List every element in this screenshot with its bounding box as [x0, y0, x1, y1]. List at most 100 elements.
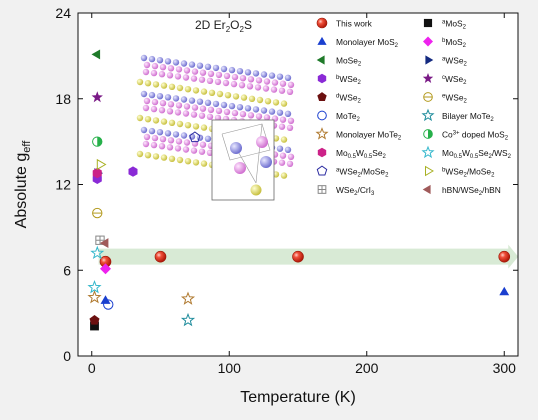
legend-item-mose2: MoSe2 [316, 55, 362, 68]
legend-marker-mos2a [423, 18, 433, 28]
legend-marker-co_mos2 [423, 129, 433, 139]
legend-item-mos2b: bMoS2 [423, 36, 467, 49]
legend-item-wse2d: dWSe2 [317, 92, 362, 105]
series-mono_mos2 [100, 286, 510, 304]
legend-marker-this [316, 17, 328, 29]
series-wse2c [91, 91, 103, 103]
legend-item-this: This work [316, 17, 373, 29]
legend-marker-wse2_cri3 [317, 185, 327, 194]
legend-marker-wse2d [317, 92, 327, 101]
legend-label-wse2d: dWSe2 [336, 93, 362, 105]
legend-marker-mono_mote2 [315, 127, 329, 140]
inset-label: 2D Er2O2S [195, 18, 252, 34]
legend-item-wse2c: cWSe2 [422, 73, 467, 86]
series-hbn [99, 238, 109, 248]
plot-area [78, 13, 518, 356]
point-mono_mote2-1 [180, 291, 196, 305]
legend-marker-wse2e [423, 92, 433, 102]
y-tick-label-12: 12 [55, 177, 71, 193]
legend-label-wse2a: aWSe2 [442, 56, 468, 68]
point-wse2c-0 [91, 91, 103, 103]
point-bilayer_mote2-0 [180, 312, 196, 327]
legend-label-wse2_cri3: WSe2/CrI3 [336, 185, 375, 197]
legend-marker-mow_se [317, 147, 327, 158]
legend-marker-wse2b [317, 73, 327, 84]
x-tick-label-100: 100 [218, 360, 242, 376]
legend-label-co_mos2: Co3+ doped MoS2 [442, 130, 509, 142]
legend-marker-mow_het [421, 145, 435, 159]
legend-label-mono_mote2: Monolayer MoTe2 [336, 130, 402, 142]
legend-item-wse2_mose2_b: bWSe2/MoSe2 [425, 165, 495, 179]
legend-marker-mos2b [423, 36, 433, 47]
point-mono_mote2-0 [87, 289, 102, 304]
point-mow_het-0 [87, 279, 102, 294]
legend-label-mow_het: Mo0.5W0.5Se2/WS2 [442, 148, 512, 160]
legend-marker-wse2_mose2_a [316, 165, 328, 176]
legend-label-mono_mos2: Monolayer MoS2 [336, 37, 399, 49]
y-tick-label-24: 24 [55, 5, 71, 21]
legend-label-bilayer_mote2: Bilayer MoTe2 [442, 111, 494, 123]
legend-label-mos2a: aMoS2 [442, 19, 467, 31]
point-wse2_mose2_b-0 [96, 158, 107, 171]
legend-label-this: This work [336, 19, 373, 29]
point-mose2-0 [91, 49, 101, 60]
point-mono_mos2-1 [499, 286, 510, 296]
legend-item-mote2: MoTe2 [317, 110, 360, 123]
series-this [99, 250, 511, 268]
x-tick-label-0: 0 [88, 360, 96, 376]
series-wse2e [92, 207, 103, 219]
legend-item-bilayer_mote2: Bilayer MoTe2 [421, 108, 494, 123]
point-mow_se-0 [92, 167, 102, 179]
crystal-structure-inset: 2D Er2O2S [136, 18, 295, 201]
point-this-1 [154, 250, 167, 263]
legend-label-mos2b: bMoS2 [442, 37, 467, 49]
point-wse2d-0 [89, 315, 100, 325]
point-mos2a-0 [90, 321, 99, 331]
series-mose2 [91, 49, 101, 60]
point-mote2-0 [103, 299, 114, 310]
legend-item-mow_se: Mo0.5W0.5Se2 [317, 147, 386, 160]
legend-item-co_mos2: Co3+ doped MoS2 [423, 129, 509, 142]
x-tick-label-200: 200 [355, 360, 379, 376]
legend-label-hbn: hBN/WSe2/hBN [442, 185, 501, 197]
series-bilayer_mote2 [180, 312, 196, 327]
series-mos2b [100, 263, 111, 275]
legend-label-mow_se: Mo0.5W0.5Se2 [336, 148, 386, 160]
series-mono_mote2 [87, 289, 196, 305]
series-mos2a [90, 321, 99, 331]
point-co_mos2-0 [92, 136, 103, 147]
legend-item-hbn: hBN/WSe2/hBN [422, 184, 501, 197]
legend-item-wse2e: eWSe2 [423, 92, 468, 105]
legend-item-wse2_mose2_a: aWSe2/MoSe2 [316, 165, 389, 179]
legend-label-wse2_mose2_a: aWSe2/MoSe2 [336, 167, 389, 179]
legend-item-mow_het: Mo0.5W0.5Se2/WS2 [421, 145, 512, 160]
legend-marker-bilayer_mote2 [421, 108, 435, 122]
series-mote2 [103, 299, 114, 310]
legend-item-mos2a: aMoS2 [423, 18, 467, 31]
x-tick-label-300: 300 [493, 360, 517, 376]
series-wse2_mose2_a [189, 131, 201, 143]
point-mow_het-1 [90, 245, 105, 260]
y-tick-label-18: 18 [55, 91, 71, 107]
point-wse2e-0 [92, 207, 103, 219]
point-wse2b-1 [128, 166, 138, 177]
unit-cell-diagram [211, 119, 275, 201]
legend-label-wse2b: bWSe2 [336, 74, 362, 86]
legend-label-mose2: MoSe2 [336, 56, 362, 68]
point-wse2_mose2_a-0 [189, 131, 201, 143]
series-wse2_cri3 [95, 235, 105, 245]
point-this-2 [292, 250, 304, 263]
legend-marker-hbn [422, 184, 431, 195]
legend-marker-wse2c [422, 73, 434, 83]
legend-item-mono_mote2: Monolayer MoTe2 [315, 127, 402, 142]
x-axis-label: Temperature (K) [240, 389, 356, 406]
y-axis-label: Absolute geff [13, 140, 33, 229]
y-tick-label-0: 0 [63, 348, 71, 364]
legend-item-wse2_cri3: WSe2/CrI3 [317, 185, 375, 197]
point-mos2b-0 [100, 263, 111, 275]
legend: This work aMoS2 Monolayer MoS2 bMoS2 MoSe2 aW… [315, 17, 512, 197]
series-mow_se [92, 167, 102, 179]
legend-marker-wse2_mose2_b [425, 165, 434, 177]
